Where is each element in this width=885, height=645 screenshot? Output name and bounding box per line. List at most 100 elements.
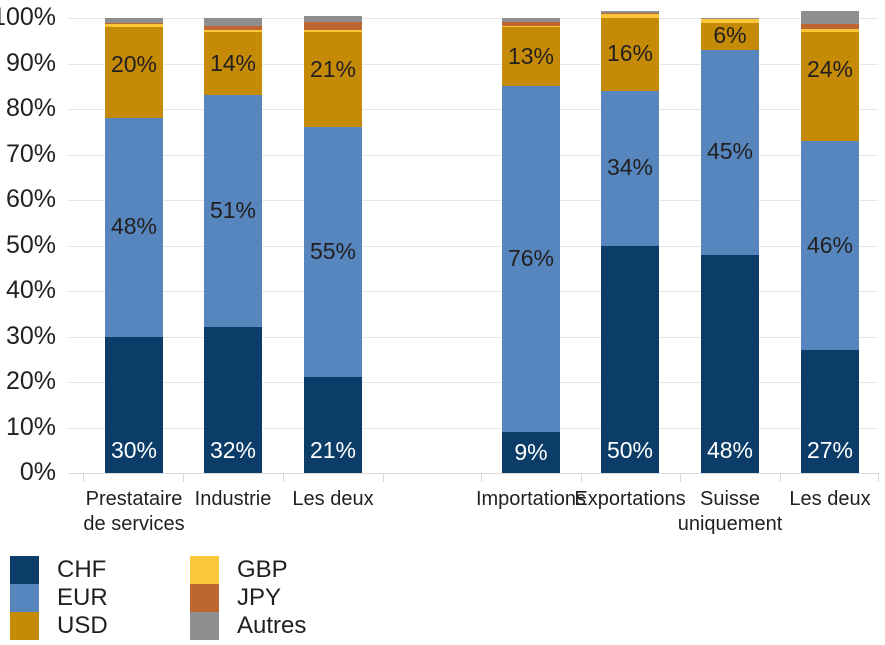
bar-segment-chf[interactable] (801, 350, 859, 473)
bar-segment-gbp[interactable] (701, 18, 759, 23)
x-category-label: Suisse uniquement (640, 487, 820, 537)
legend-item-chf[interactable]: CHF (10, 556, 108, 584)
legend-item-jpy[interactable]: JPY (190, 584, 306, 612)
legend-item-autres[interactable]: Autres (190, 612, 306, 640)
gridline-80 (68, 109, 878, 110)
bar-segment-gbp[interactable] (601, 14, 659, 18)
bar-segment-chf[interactable] (701, 254, 759, 473)
plot-area: 30% 48% 20% 32% 51% 14% 21% 55% 21% 9% 76% 13% 50% 34… (68, 10, 878, 474)
legend-label: USD (57, 612, 108, 639)
bar-segment-gbp[interactable] (105, 24, 163, 28)
x-category-label: Les deux (243, 487, 423, 512)
x-category-label: Exportations (540, 487, 720, 512)
legend-item-gbp[interactable]: GBP (190, 556, 306, 584)
x-category-label: Importations (441, 487, 621, 512)
bar-segment-eur[interactable] (105, 118, 163, 337)
x-category-line: Importations (475, 488, 587, 510)
legend-column-2: GBP JPY Autres (190, 556, 306, 640)
bar-segment-jpy[interactable] (601, 13, 659, 15)
legend-item-eur[interactable]: EUR (10, 584, 108, 612)
bar-1[interactable]: 30% 48% 20% (105, 18, 163, 473)
chart-legend: CHF EUR USD GBP JPY Autres (10, 556, 410, 640)
bar-segment-chf[interactable] (502, 432, 560, 473)
x-tick-5 (481, 473, 482, 482)
bar-segment-autres[interactable] (502, 18, 560, 22)
x-category-line: de services (83, 513, 185, 535)
bar-2[interactable]: 32% 51% 14% (204, 18, 262, 473)
x-category-line: Prestataire (85, 488, 183, 510)
bar-segment-jpy[interactable] (105, 23, 163, 25)
y-tick-label: 100% (0, 3, 56, 31)
bar-segment-jpy[interactable] (502, 21, 560, 27)
legend-swatch-autres (190, 612, 219, 640)
bar-5[interactable]: 50% 34% 16% (601, 11, 659, 473)
x-category-line: Exportations (574, 488, 686, 510)
bar-4[interactable]: 9% 76% 13% (502, 18, 560, 473)
x-category-line: Suisse (699, 488, 761, 510)
gridline-70 (68, 154, 878, 156)
y-tick-label: 50% (5, 230, 56, 259)
gridline-10 (68, 427, 878, 429)
bar-segment-autres[interactable] (801, 10, 859, 25)
gridline-90 (68, 63, 878, 65)
y-tick-label: 60% (5, 185, 56, 213)
bar-6[interactable]: 48% 45% 6% (701, 17, 759, 473)
gridline-20 (68, 382, 878, 383)
x-tick-1 (83, 473, 84, 482)
gridline-100 (68, 18, 878, 19)
bar-segment-usd[interactable] (601, 18, 659, 91)
bar-segment-autres[interactable] (601, 11, 659, 14)
bar-7[interactable]: 27% 46% 24% (801, 10, 859, 473)
gridline-60 (68, 200, 878, 201)
x-category-line: uniquement (677, 513, 783, 535)
y-axis-labels: 100% 90% 80% 70% 60% 50% 40% 30% 20% 10% 0% (0, 0, 62, 645)
bar-segment-autres[interactable] (304, 15, 362, 23)
bar-segment-gbp[interactable] (304, 30, 362, 32)
bar-segment-gbp[interactable] (204, 30, 262, 32)
bar-segment-jpy[interactable] (304, 22, 362, 31)
x-tick-7 (680, 473, 681, 482)
x-tick-9 (878, 473, 879, 482)
x-tick-2 (183, 473, 184, 482)
gridline-30 (68, 336, 878, 338)
bar-segment-eur[interactable] (701, 49, 759, 255)
y-tick-label: 70% (5, 139, 56, 168)
bar-segment-gbp[interactable] (502, 26, 560, 28)
bar-3[interactable]: 21% 55% 21% (304, 15, 362, 473)
bar-segment-eur[interactable] (304, 127, 362, 378)
bar-segment-eur[interactable] (601, 90, 659, 246)
bar-segment-usd[interactable] (105, 27, 163, 119)
y-tick-label: 0% (19, 458, 56, 486)
bar-segment-autres[interactable] (105, 18, 163, 24)
bar-segment-chf[interactable] (601, 245, 659, 473)
y-tick-label: 30% (5, 321, 56, 350)
x-category-label: Les deux (740, 487, 885, 512)
bar-segment-jpy[interactable] (801, 24, 859, 29)
bar-segment-chf[interactable] (204, 327, 262, 473)
bar-segment-usd[interactable] (204, 31, 262, 96)
bar-segment-eur[interactable] (204, 95, 262, 328)
bar-segment-autres[interactable] (204, 18, 262, 26)
legend-swatch-usd (10, 612, 39, 640)
legend-item-usd[interactable]: USD (10, 612, 108, 640)
y-tick-label: 40% (5, 276, 56, 304)
x-tick-3 (283, 473, 284, 482)
bar-segment-chf[interactable] (105, 336, 163, 473)
bar-segment-usd[interactable] (801, 31, 859, 141)
bar-segment-eur[interactable] (502, 86, 560, 433)
bar-segment-usd[interactable] (701, 22, 759, 50)
x-axis-line (68, 473, 878, 474)
bar-segment-chf[interactable] (304, 377, 362, 473)
bar-segment-usd[interactable] (304, 31, 362, 128)
bar-segment-jpy[interactable] (204, 25, 262, 31)
bar-segment-eur[interactable] (801, 140, 859, 351)
bar-segment-gbp[interactable] (801, 28, 859, 32)
x-category-label: Industrie (143, 487, 323, 512)
bar-segment-usd[interactable] (502, 27, 560, 87)
legend-label: JPY (237, 584, 282, 611)
y-tick-label: 90% (5, 48, 56, 77)
x-tick-4 (383, 473, 384, 482)
y-tick-label: 20% (5, 367, 56, 395)
x-category-line: Les deux (789, 488, 871, 510)
